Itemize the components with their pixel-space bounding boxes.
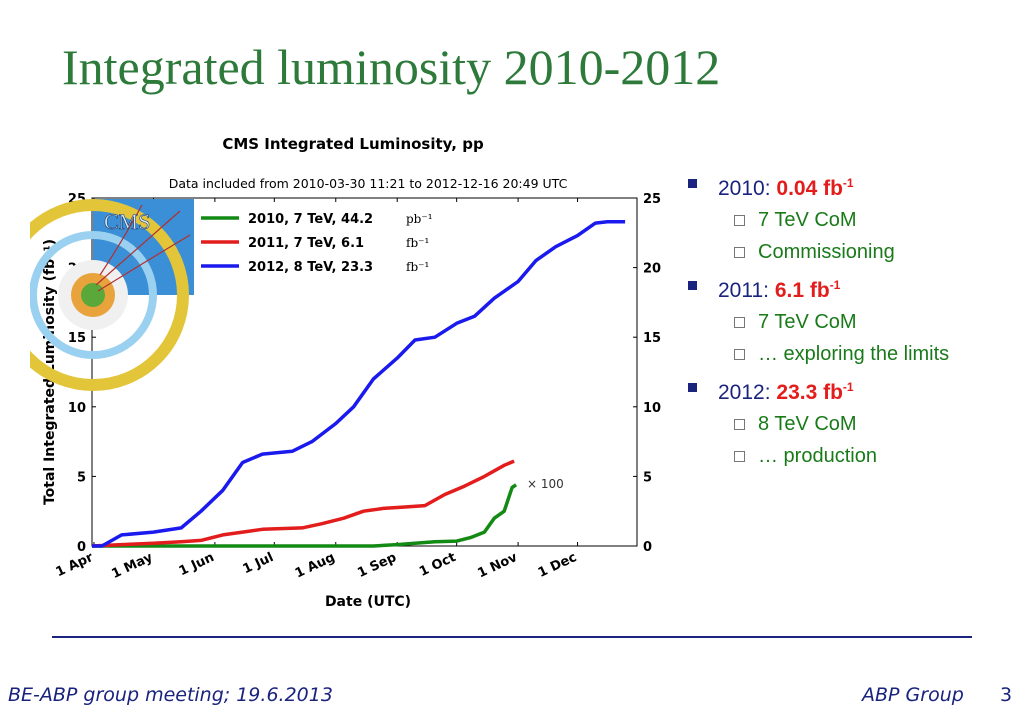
bullet-unit-exponent: -1 (842, 176, 854, 190)
chart-subtitle: Data included from 2010-03-30 11:21 to 2… (169, 176, 568, 191)
slide-title: Integrated luminosity 2010-2012 (62, 39, 721, 95)
y-tick-label-right: 10 (643, 401, 661, 416)
legend-label: 2010, 7 TeV, 44.2 (248, 212, 373, 227)
legend-label: 2012, 8 TeV, 23.3 (248, 260, 373, 275)
legend-label: 2011, 7 TeV, 6.1 (248, 236, 364, 251)
x-tick-label: 1 Nov (476, 550, 521, 582)
x-tick-label: 1 May (109, 550, 155, 582)
bullet-luminosity: 23.3 fb-1 (776, 380, 854, 404)
x-tick-label: 1 Jun (177, 550, 217, 579)
sub-bullet-text: 7 TeV CoM (758, 311, 857, 333)
y-tick-label-right: 25 (643, 192, 661, 207)
series-line (91, 459, 515, 548)
x-tick-label: 1 Jul (241, 550, 276, 577)
chart-legend: 2010, 7 TeV, 44.2 pb⁻¹ 2011, 7 TeV, 6.1 fb⁻… (201, 212, 433, 275)
sub-bullet-text: 8 TeV CoM (758, 413, 857, 435)
hollow-square-icon (734, 419, 745, 430)
footer-right: ABP Group (862, 684, 964, 706)
page-number: 3 (1000, 684, 1013, 706)
bullet-luminosity: 0.04 fb-1 (776, 176, 854, 200)
sub-bullet-item: 7 TeV CoM (688, 310, 1018, 334)
bullet-year: 2012: (718, 381, 777, 404)
hollow-square-icon (734, 247, 745, 258)
x-tick-label: 1 Aug (293, 550, 338, 581)
series-line (92, 219, 626, 548)
legend-unit: fb⁻¹ (406, 260, 429, 274)
hollow-square-icon (734, 451, 745, 462)
bullet-item: 2011: 6.1 fb-1 (688, 272, 1018, 304)
hollow-square-icon (734, 215, 745, 226)
chart-title: CMS Integrated Luminosity, pp (222, 135, 484, 153)
y-tick-label-right: 0 (643, 540, 652, 555)
bullet-list: 2010: 0.04 fb-1 7 TeV CoM Commissioning 201… (688, 170, 1018, 476)
x-tick-label: 1 Oct (417, 550, 458, 580)
svg-text:CMS: CMS (104, 209, 150, 234)
cms-logo: CMS (30, 199, 194, 391)
sub-bullet-item: 7 TeV CoM (688, 208, 1018, 232)
bullet-luminosity: 6.1 fb-1 (774, 278, 841, 302)
bullet-year: 2010: (718, 177, 777, 200)
x-tick-label: 1 Apr (54, 550, 97, 580)
sub-bullet-text: … production (758, 445, 877, 467)
luminosity-chart: CMS Integrated Luminosity, pp Data inclu… (30, 135, 661, 610)
sub-bullet-text: … exploring the limits (758, 343, 950, 365)
bullet-year: 2011: (718, 279, 775, 302)
sub-bullet-item: Commissioning (688, 240, 1018, 264)
x-tick-label: 1 Sep (355, 550, 399, 581)
bullet-unit-exponent: -1 (829, 278, 841, 292)
sub-bullet-item: … exploring the limits (688, 342, 1018, 366)
x-axis-label: Date (UTC) (325, 594, 411, 610)
bullet-item: 2010: 0.04 fb-1 (688, 170, 1018, 202)
x-tick-label: 1 Dec (536, 550, 579, 581)
series-group (91, 219, 626, 548)
sub-bullet-item: … production (688, 444, 1018, 468)
legend-unit: pb⁻¹ (406, 212, 433, 226)
hollow-square-icon (734, 317, 745, 328)
sub-bullet-text: 7 TeV CoM (758, 209, 857, 231)
y-tick-label: 5 (77, 470, 86, 485)
bullet-unit-exponent: -1 (842, 380, 854, 394)
y-tick-label: 15 (68, 331, 86, 346)
sub-bullet-item: 8 TeV CoM (688, 412, 1018, 436)
series-line (92, 483, 518, 548)
bullet-item: 2012: 23.3 fb-1 (688, 374, 1018, 406)
y-tick-label-right: 20 (643, 262, 661, 277)
footer-left: BE-ABP group meeting; 19.6.2013 (8, 684, 333, 706)
footer-divider (52, 636, 972, 638)
y-tick-label: 0 (77, 540, 86, 555)
legend-unit: fb⁻¹ (406, 236, 429, 250)
y-tick-label: 10 (68, 401, 86, 416)
hollow-square-icon (734, 349, 745, 360)
y-tick-label-right: 5 (643, 470, 652, 485)
y-tick-label-right: 15 (643, 331, 661, 346)
scale-annotation: × 100 (527, 477, 564, 491)
sub-bullet-text: Commissioning (758, 241, 895, 263)
